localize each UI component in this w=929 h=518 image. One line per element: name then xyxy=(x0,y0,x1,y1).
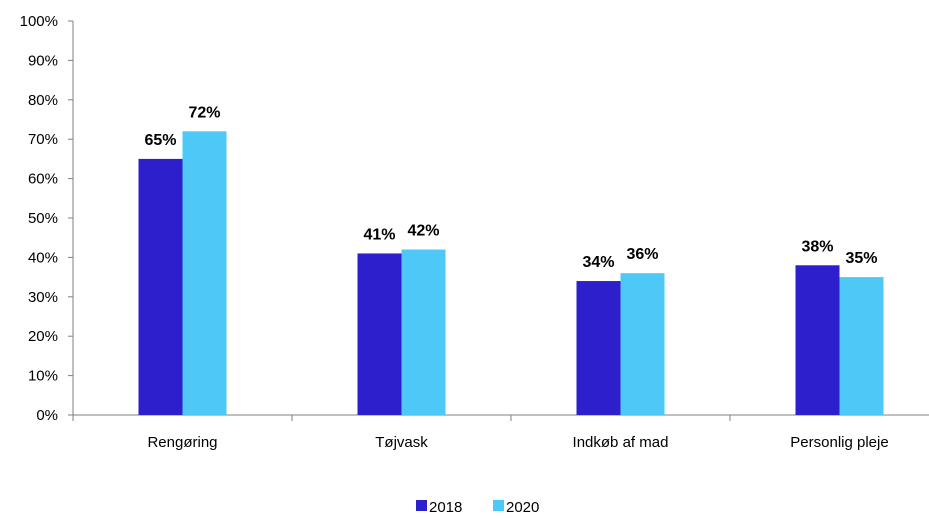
bar-2020-1 xyxy=(401,249,446,415)
bar-2018-1 xyxy=(357,253,402,415)
legend-label-2020: 2020 xyxy=(506,499,539,516)
data-label-2020-3: 35% xyxy=(845,250,877,267)
y-tick-label: 100% xyxy=(20,13,58,30)
y-tick-label: 30% xyxy=(28,289,58,306)
y-tick-label: 70% xyxy=(28,131,58,148)
y-tick-label: 10% xyxy=(28,368,58,385)
bar-2020-0 xyxy=(182,131,227,415)
y-tick-label: 50% xyxy=(28,210,58,227)
bar-2018-3 xyxy=(795,265,840,415)
data-label-2018-1: 41% xyxy=(363,226,395,243)
chart-bars xyxy=(138,131,884,415)
bar-2020-2 xyxy=(620,273,665,415)
y-tick-label: 60% xyxy=(28,171,58,188)
legend-swatch-2018 xyxy=(416,500,427,511)
chart-data-labels: 65% 41% 34% 38% 72% 42% 36% 35% xyxy=(144,104,877,271)
y-tick-label: 90% xyxy=(28,52,58,69)
bar-2018-0 xyxy=(138,158,183,415)
data-label-2020-0: 72% xyxy=(188,104,220,121)
data-label-2020-2: 36% xyxy=(626,246,658,263)
data-label-2018-0: 65% xyxy=(144,132,176,149)
y-tick-label: 80% xyxy=(28,92,58,109)
x-category-label: Indkøb af mad xyxy=(573,434,669,451)
x-category-label: Tøjvask xyxy=(375,434,428,451)
legend-swatch-2020 xyxy=(493,500,504,511)
x-category-label: Personlig pleje xyxy=(790,434,888,451)
y-tick-label: 40% xyxy=(28,249,58,266)
y-tick-label: 0% xyxy=(36,407,58,424)
data-label-2018-3: 38% xyxy=(801,238,833,255)
x-category-label: Rengøring xyxy=(147,434,217,451)
bar-2020-3 xyxy=(839,277,884,415)
legend-label-2018: 2018 xyxy=(429,499,462,516)
bar-2018-2 xyxy=(576,281,621,415)
data-label-2020-1: 42% xyxy=(407,223,439,240)
y-tick-label: 20% xyxy=(28,328,58,345)
chart-legend: 2018 2020 xyxy=(416,499,539,516)
chart-axes: 0% 10% 20% 30% 40% 50% 60% 70% 80% 90% 100% Rengøri… xyxy=(20,13,929,451)
data-label-2018-2: 34% xyxy=(582,254,614,271)
